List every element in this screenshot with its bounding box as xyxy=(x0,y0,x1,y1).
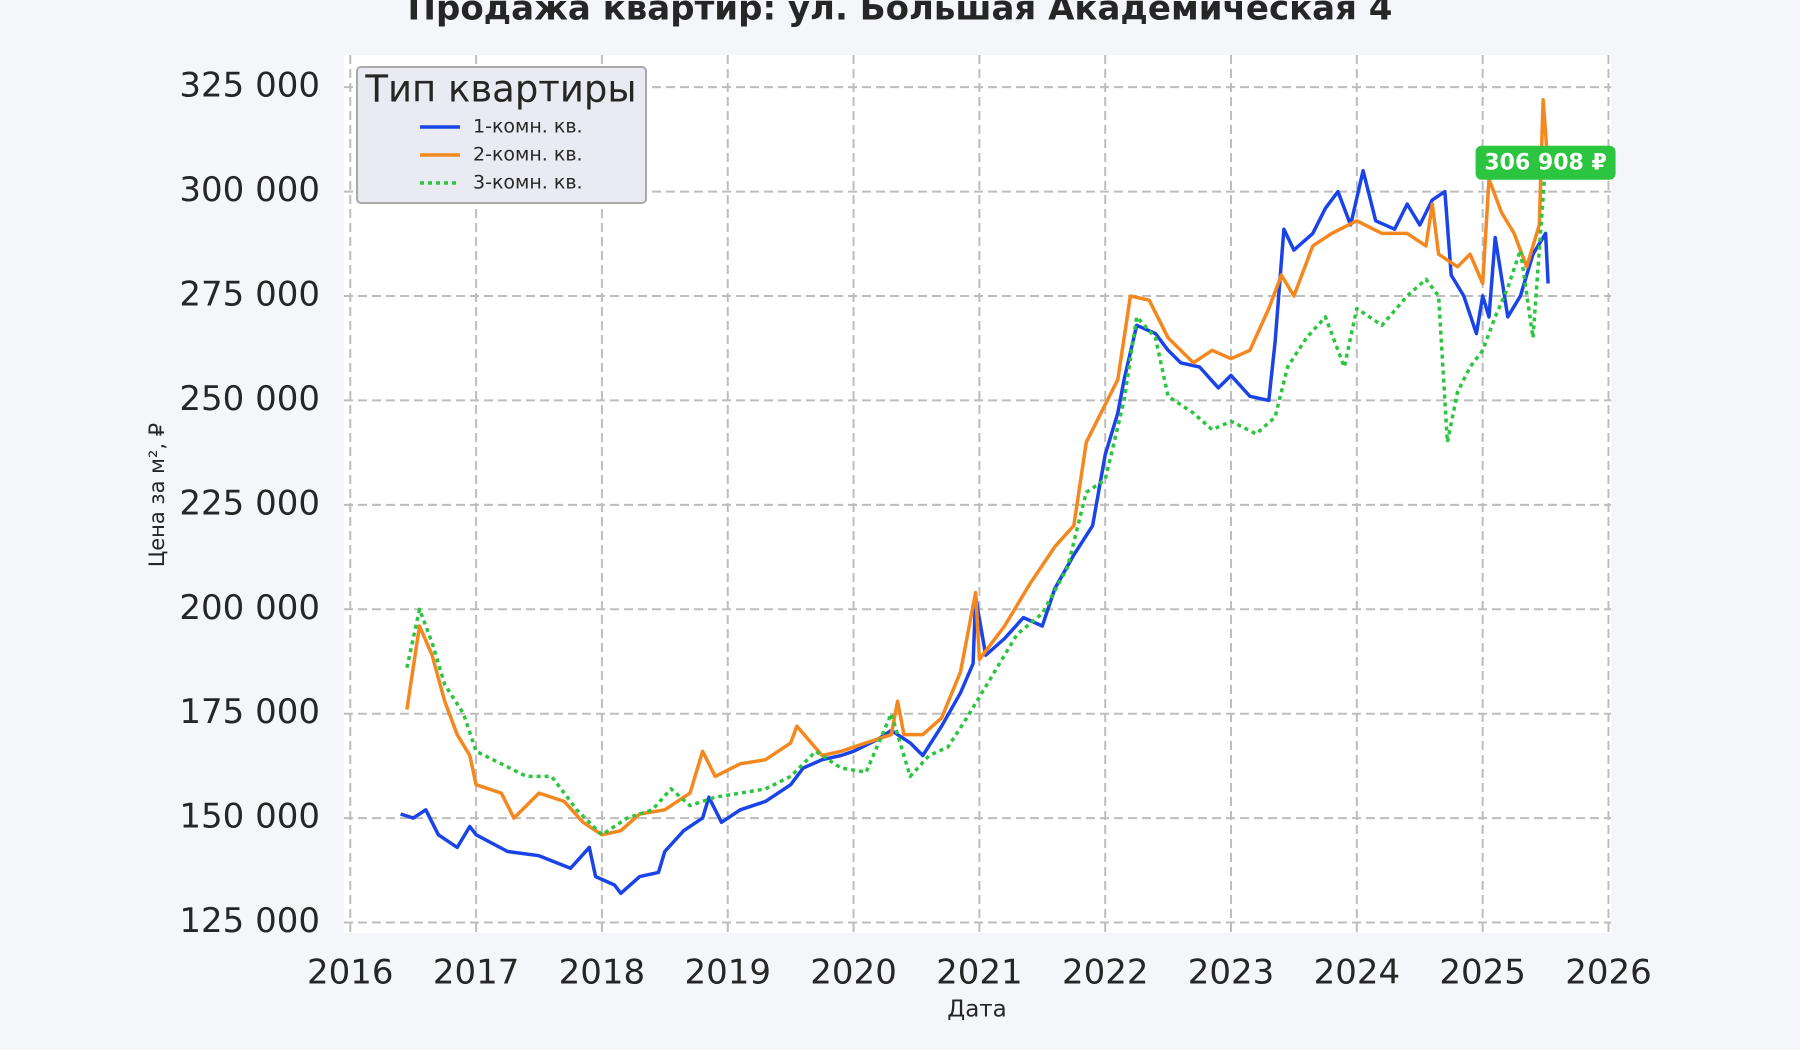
x-tick-label: 2016 xyxy=(307,953,394,993)
y-tick-label: 225 000 xyxy=(179,483,320,523)
x-tick-label: 2026 xyxy=(1565,953,1652,993)
y-axis-label: Цена за м², ₽ xyxy=(145,423,169,567)
end-label: 306 908 ₽ xyxy=(1475,145,1616,180)
y-tick-label: 125 000 xyxy=(179,901,320,941)
y-tick-label: 275 000 xyxy=(179,275,320,315)
y-tick-label: 200 000 xyxy=(179,588,320,628)
chart-title: Продажа квартир: ул. Большая Академическ… xyxy=(408,0,1393,29)
x-tick-label: 2021 xyxy=(936,953,1023,993)
series-line xyxy=(400,168,1550,896)
x-tick-label: 2017 xyxy=(433,953,520,993)
y-tick-label: 325 000 xyxy=(179,66,320,106)
y-tick-label: 150 000 xyxy=(179,797,320,837)
legend-label: 1-комн. кв. xyxy=(473,116,583,138)
y-tick-label: 300 000 xyxy=(179,170,320,210)
x-tick-label: 2023 xyxy=(1188,953,1275,993)
x-tick-label: 2024 xyxy=(1314,953,1401,993)
end-label-text: 306 908 ₽ xyxy=(1484,151,1606,176)
x-tick-label: 2025 xyxy=(1439,953,1526,993)
legend-title: Тип квартиры xyxy=(364,68,636,111)
x-axis-label: Дата xyxy=(947,997,1007,1023)
x-tick-label: 2019 xyxy=(684,953,771,993)
y-tick-label: 175 000 xyxy=(179,692,320,732)
y-tick-label: 250 000 xyxy=(179,379,320,419)
series-line xyxy=(405,97,1550,837)
end-label-box xyxy=(1475,145,1616,180)
series-line xyxy=(405,162,1548,837)
x-tick-label: 2020 xyxy=(810,953,897,993)
lines xyxy=(400,97,1550,896)
legend-label: 2-комн. кв. xyxy=(473,144,583,166)
legend: Тип квартиры 1-комн. кв. 2-комн. кв. 3-комн… xyxy=(356,66,647,204)
legend-label: 3-комн. кв. xyxy=(473,172,583,194)
x-tick-label: 2018 xyxy=(559,953,646,993)
x-tick-label: 2022 xyxy=(1062,953,1149,993)
legend-box xyxy=(356,66,647,204)
